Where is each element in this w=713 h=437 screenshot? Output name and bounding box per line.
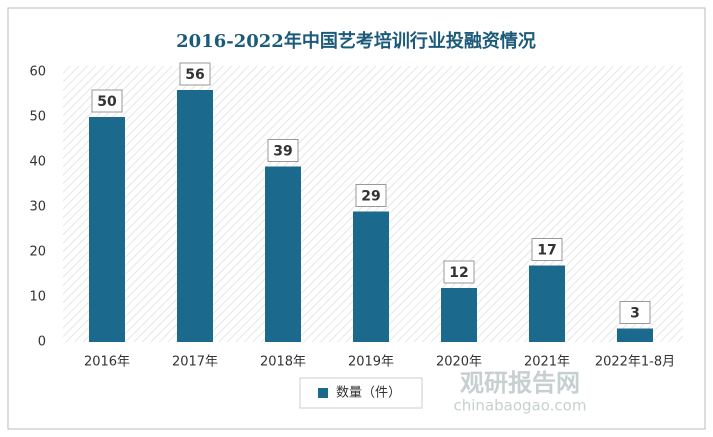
x-tick-label: 2018年 xyxy=(260,355,306,370)
bar xyxy=(89,117,125,342)
value-label: 17 xyxy=(537,243,556,259)
y-tick-label: 60 xyxy=(29,65,46,80)
bar xyxy=(265,166,301,342)
value-label: 12 xyxy=(449,265,468,281)
bar xyxy=(177,90,213,342)
bar xyxy=(441,288,477,342)
value-label: 56 xyxy=(185,67,204,83)
watermark-brand: 观研报告网 xyxy=(460,369,580,397)
bar xyxy=(529,265,565,342)
y-tick-label: 10 xyxy=(29,290,46,305)
y-tick-label: 40 xyxy=(29,155,46,170)
y-tick-label: 30 xyxy=(29,200,46,215)
value-label: 39 xyxy=(273,144,292,160)
value-label: 50 xyxy=(97,94,117,110)
value-label: 29 xyxy=(361,189,380,205)
x-tick-label: 2022年1-8月 xyxy=(595,355,675,370)
x-tick-label: 2021年 xyxy=(524,355,570,370)
value-label-box xyxy=(267,139,299,162)
chart-title: 2016-2022年中国艺考培训行业投融资情况 xyxy=(176,30,536,52)
value-label-box xyxy=(355,184,387,207)
x-tick-label: 2017年 xyxy=(172,355,218,370)
y-tick-label: 50 xyxy=(29,110,46,125)
y-tick-label: 0 xyxy=(38,335,46,350)
bar xyxy=(353,211,389,342)
value-label: 3 xyxy=(630,306,640,322)
value-label-box xyxy=(91,89,123,113)
legend-label: 数量（件） xyxy=(336,386,401,401)
x-tick-label: 2019年 xyxy=(348,355,394,370)
bar xyxy=(617,328,653,342)
x-tick-label: 2016年 xyxy=(84,355,130,370)
value-label-box xyxy=(179,62,211,86)
x-tick-label: 2020年 xyxy=(436,355,482,370)
watermark-url: chinabaogao.com xyxy=(454,397,587,415)
value-label-box xyxy=(443,260,475,284)
value-label-box xyxy=(531,238,563,261)
legend-swatch xyxy=(318,388,328,398)
value-label-box xyxy=(619,301,651,324)
y-tick-label: 20 xyxy=(29,245,46,260)
